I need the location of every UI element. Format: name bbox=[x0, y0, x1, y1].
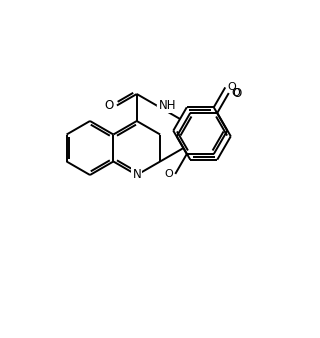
Text: N: N bbox=[132, 169, 141, 182]
Text: O: O bbox=[227, 82, 236, 92]
Text: O: O bbox=[105, 99, 114, 112]
Text: O: O bbox=[164, 169, 173, 179]
Text: O: O bbox=[232, 88, 241, 98]
Text: NH: NH bbox=[159, 99, 176, 112]
Text: O: O bbox=[233, 87, 242, 100]
